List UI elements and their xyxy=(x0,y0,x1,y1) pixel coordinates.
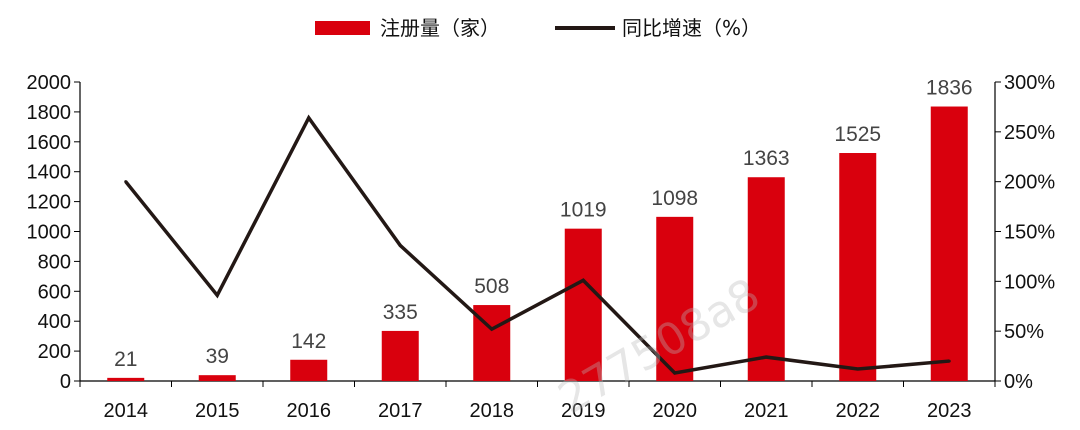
line-point xyxy=(856,367,860,371)
bar-data-label: 1019 xyxy=(560,199,607,222)
y-left-tick-label: 1600 xyxy=(27,132,72,154)
x-tick-label: 2022 xyxy=(836,400,881,422)
bar-data-label: 39 xyxy=(206,345,229,368)
y-left-tick-label: 1000 xyxy=(27,222,72,244)
line-point xyxy=(581,278,585,282)
legend-swatch-bar xyxy=(315,21,370,35)
x-tick-label: 2018 xyxy=(470,400,515,422)
line-point xyxy=(398,243,402,247)
y-left-tick-label: 1800 xyxy=(27,102,72,124)
bar-data-labels: 21 39 142 335 508 1019 1098 1363 1525 1836 xyxy=(114,77,973,371)
x-tick-label: 2014 xyxy=(104,400,149,422)
x-tick-label: 2020 xyxy=(653,400,698,422)
x-tick-label: 2023 xyxy=(927,400,972,422)
y-left-tick-label: 200 xyxy=(38,341,71,363)
line-point xyxy=(764,355,768,359)
bar xyxy=(198,375,236,381)
line-series xyxy=(124,114,951,375)
line-point xyxy=(215,293,219,297)
bar-series xyxy=(107,106,968,381)
y-left-tick-label: 0 xyxy=(60,371,71,393)
x-tick-label: 2015 xyxy=(195,400,240,422)
legend: 注册量（家） 同比增速（%） xyxy=(315,16,761,40)
bar xyxy=(107,377,145,381)
bar-data-label: 1098 xyxy=(651,187,698,210)
y-right-tick-label: 50% xyxy=(1004,321,1044,343)
x-tick-label: 2016 xyxy=(287,400,332,422)
x-tick-label: 2017 xyxy=(378,400,423,422)
growth-line xyxy=(124,114,950,375)
bar-data-label: 142 xyxy=(291,330,326,353)
bar xyxy=(564,228,602,381)
bar-data-label: 1363 xyxy=(743,147,790,170)
bar xyxy=(930,106,968,381)
x-tick-label: 2021 xyxy=(744,400,789,422)
y-right-tick-label: 100% xyxy=(1004,271,1055,293)
y-right-tick-label: 300% xyxy=(1004,72,1055,94)
y-right-tick-label: 200% xyxy=(1004,172,1055,194)
bar-data-label: 1525 xyxy=(834,123,881,146)
bar-data-label: 21 xyxy=(114,348,137,371)
line-point xyxy=(490,327,494,331)
bar-data-label: 335 xyxy=(383,301,418,324)
bar-data-label: 508 xyxy=(474,275,509,298)
line-point xyxy=(947,359,951,363)
y-left-tick-label: 2000 xyxy=(27,72,72,94)
y-left-tick-label: 400 xyxy=(38,311,71,333)
y-right-tick-label: 150% xyxy=(1004,222,1055,244)
legend-label-line: 同比增速（%） xyxy=(622,16,761,40)
bar xyxy=(839,153,877,381)
bar xyxy=(381,330,419,381)
bar xyxy=(747,177,785,381)
x-tick-label: 2019 xyxy=(561,400,606,422)
bar xyxy=(656,216,694,381)
line-point xyxy=(307,116,311,120)
y-left-tick-label: 800 xyxy=(38,251,71,273)
y-right-tick-label: 250% xyxy=(1004,122,1055,144)
y-left-tick-label: 1400 xyxy=(27,162,72,184)
axes: 0 200 400 600 800 1000 1200 1400 1600 1800 2000 0% 5… xyxy=(27,72,1056,393)
y-left-tick-label: 600 xyxy=(38,281,71,303)
y-right-tick-label: 0% xyxy=(1004,371,1033,393)
legend-label-bar: 注册量（家） xyxy=(380,16,500,40)
y-left-tick-label: 1200 xyxy=(27,192,72,214)
line-point xyxy=(124,180,128,184)
bar-data-label: 1836 xyxy=(926,77,973,100)
x-tick-labels: 2014 2015 2016 2017 2018 2019 2020 2021 2022 2023 xyxy=(104,400,972,422)
bar xyxy=(290,359,328,381)
line-point xyxy=(673,371,677,375)
